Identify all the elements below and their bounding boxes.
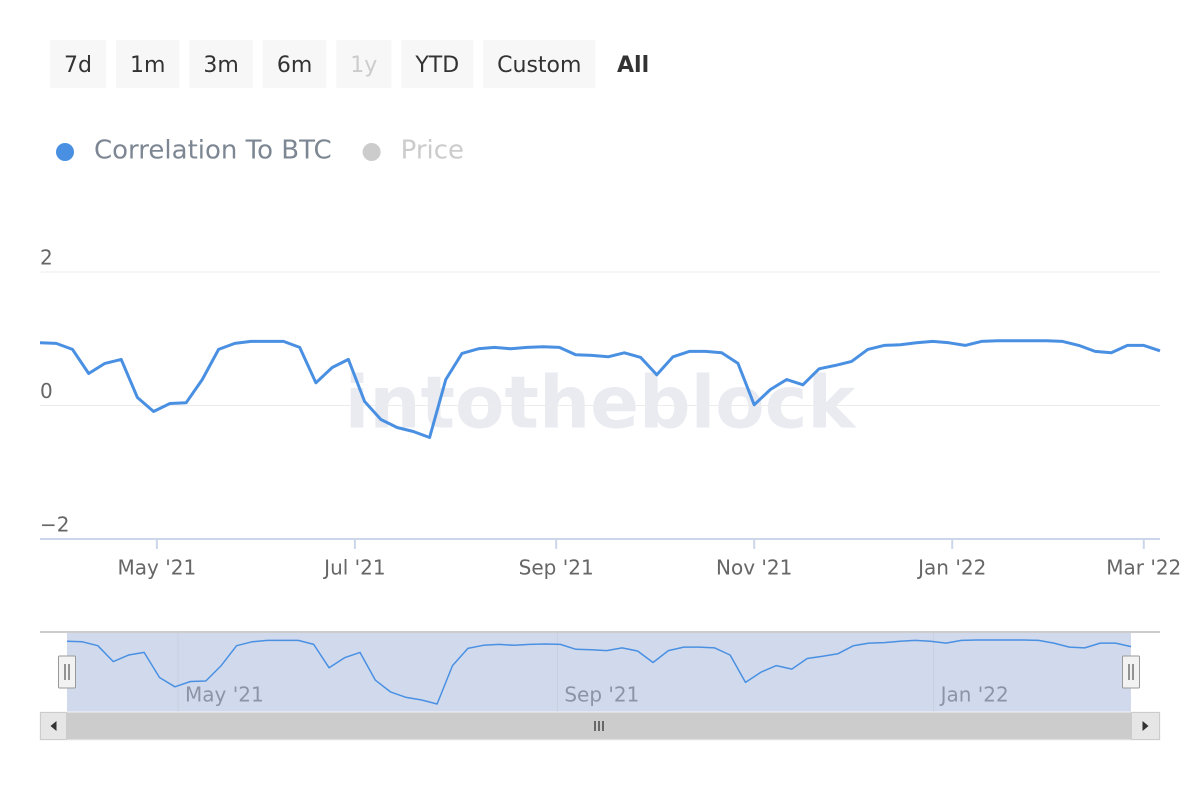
legend-item[interactable]: Correlation To BTC: [56, 136, 332, 166]
x-tick-label: Jan '22: [916, 556, 986, 580]
navigator-handle[interactable]: [1122, 655, 1140, 689]
button-bg: [262, 40, 327, 88]
legend-label: Price: [401, 136, 464, 166]
button-label: 6m: [277, 53, 312, 78]
button-label: Custom: [497, 53, 581, 78]
watermark: intotheblock: [345, 361, 858, 445]
y-tick-label: 2: [40, 246, 53, 270]
navigator: May '21 Sep '21 Jan '22: [39, 631, 1161, 741]
button-label: 7d: [64, 53, 92, 78]
legend-label: Correlation To BTC: [94, 136, 332, 166]
x-tick-label: Nov '21: [716, 556, 792, 580]
x-tick-label: Sep '21: [519, 556, 594, 580]
scrollbar-thumb[interactable]: [67, 712, 1131, 740]
navigator-line: [66, 639, 1132, 705]
navigator-tick-label: May '21: [185, 683, 264, 707]
plot-area: −2 0 2 May '21 Jul '21 Sep '21 Nov '21 Jan '22 M…: [39, 246, 1181, 580]
range-button[interactable]: 1m: [115, 40, 180, 88]
handle-body: [1122, 655, 1140, 689]
range-button[interactable]: YTD: [401, 40, 474, 88]
navigator-bg: [40, 632, 1160, 712]
arrow-icon: [50, 721, 57, 731]
y-tick-label: 0: [40, 379, 53, 403]
button-label: All: [617, 53, 649, 78]
handle-body: [58, 655, 76, 689]
y-tick-label: −2: [40, 513, 69, 537]
range-button[interactable]: 7d: [50, 40, 106, 88]
button-label: 1m: [130, 53, 165, 78]
navigator-tick-label: Sep '21: [564, 683, 639, 707]
button-bg: [115, 40, 180, 88]
range-selector: 7d 1m 3m 6m 1y YTD Custom All: [50, 40, 649, 88]
arrow-icon: [1142, 721, 1149, 731]
range-button: 1y: [336, 40, 392, 88]
legend: Correlation To BTC Price: [56, 136, 464, 166]
series-line: [39, 339, 1161, 439]
x-tick-label: May '21: [118, 556, 197, 580]
legend-dot: [362, 143, 381, 161]
navigator-tick-label: Jan '22: [939, 683, 1009, 707]
scrollbar-arrow[interactable]: [1131, 712, 1160, 740]
button-bg: [336, 40, 392, 88]
button-bg: [189, 40, 253, 88]
button-bg: [483, 40, 596, 88]
button-label: 1y: [350, 53, 377, 78]
navigator-handle[interactable]: [58, 655, 76, 689]
range-button[interactable]: 6m: [262, 40, 327, 88]
button-label: YTD: [414, 53, 459, 78]
legend-dot: [56, 143, 74, 161]
legend-item[interactable]: Price: [362, 136, 464, 166]
button-label: 3m: [203, 53, 238, 78]
x-tick-label: Mar '22: [1106, 556, 1181, 580]
range-button[interactable]: Custom: [483, 40, 596, 88]
x-tick-label: Jul '21: [322, 556, 385, 580]
range-button[interactable]: All: [617, 53, 649, 78]
navigator-mask: [67, 632, 1131, 712]
button-bg: [401, 40, 474, 88]
scrollbar-arrow[interactable]: [40, 712, 67, 740]
range-button[interactable]: 3m: [189, 40, 253, 88]
button-bg: [50, 40, 106, 88]
